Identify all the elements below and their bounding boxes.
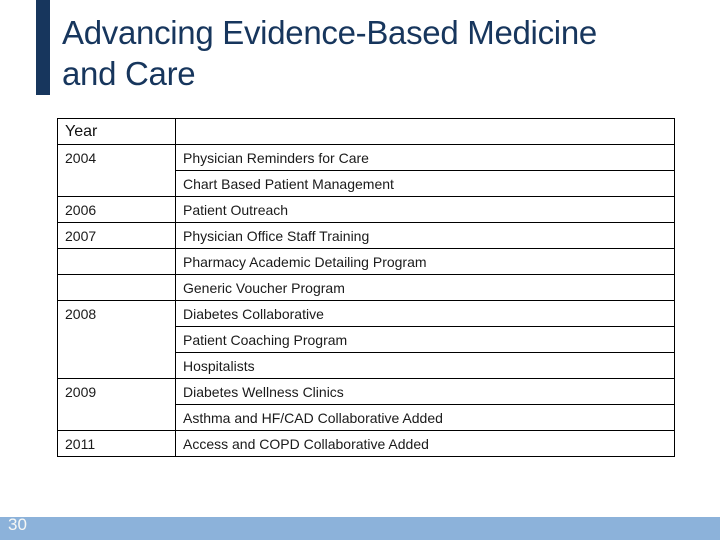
year-cell: 2007 bbox=[57, 222, 176, 249]
title-accent-bar bbox=[36, 0, 50, 95]
page-title-line1: Advancing Evidence-Based Medicine bbox=[62, 14, 597, 51]
table-row: 2007 Physician Office Staff Training bbox=[57, 222, 675, 249]
year-cell bbox=[57, 274, 176, 301]
program-cell: Hospitalists bbox=[175, 352, 675, 379]
page-title-line2: and Care bbox=[62, 55, 196, 92]
program-cell: Pharmacy Academic Detailing Program bbox=[175, 248, 675, 275]
timeline-table-body: 2004 Physician Reminders for Care Chart Ba… bbox=[57, 144, 675, 457]
program-cell: Diabetes Collaborative bbox=[175, 300, 675, 327]
program-cell: Asthma and HF/CAD Collaborative Added bbox=[175, 404, 675, 431]
page-title: Advancing Evidence-Based Medicine and Ca… bbox=[62, 12, 682, 94]
year-cell: 2009 bbox=[57, 378, 176, 431]
program-cell: Diabetes Wellness Clinics bbox=[175, 378, 675, 405]
timeline-table: Year 2004 Physician Reminders for Care Cha… bbox=[57, 118, 675, 457]
program-cell: Generic Voucher Program bbox=[175, 274, 675, 301]
year-cell: 2008 bbox=[57, 300, 176, 379]
program-cell: Access and COPD Collaborative Added bbox=[175, 430, 675, 457]
table-row: Asthma and HF/CAD Collaborative Added bbox=[58, 404, 675, 431]
year-cell: 2011 bbox=[57, 430, 176, 457]
table-row: 2006 Patient Outreach bbox=[57, 196, 675, 223]
table-row: 2008 Diabetes Collaborative bbox=[57, 300, 675, 379]
program-cell: Patient Coaching Program bbox=[175, 326, 675, 353]
table-header-row: Year bbox=[57, 118, 675, 145]
year-cell bbox=[57, 248, 176, 275]
table-row: 2009 Diabetes Wellness Clinics bbox=[57, 378, 675, 431]
program-cell: Patient Outreach bbox=[175, 196, 675, 223]
table-row: Patient Coaching Program bbox=[58, 326, 675, 353]
program-cell: Physician Office Staff Training bbox=[175, 222, 675, 249]
year-cell: 2006 bbox=[57, 196, 176, 223]
program-cell: Physician Reminders for Care bbox=[175, 144, 675, 171]
footer-bar bbox=[0, 517, 720, 540]
table-row: 2011 Access and COPD Collaborative Added bbox=[57, 430, 675, 457]
year-column-header: Year bbox=[57, 118, 176, 145]
slide-page-number: 30 bbox=[8, 515, 27, 534]
table-row: Pharmacy Academic Detailing Program bbox=[57, 248, 675, 275]
table-row: 2004 Physician Reminders for Care bbox=[57, 144, 675, 197]
year-cell: 2004 bbox=[57, 144, 176, 197]
table-row: Generic Voucher Program bbox=[57, 274, 675, 301]
program-cell: Chart Based Patient Management bbox=[175, 170, 675, 197]
table-row: Chart Based Patient Management bbox=[58, 170, 675, 197]
program-column-header bbox=[175, 118, 675, 145]
